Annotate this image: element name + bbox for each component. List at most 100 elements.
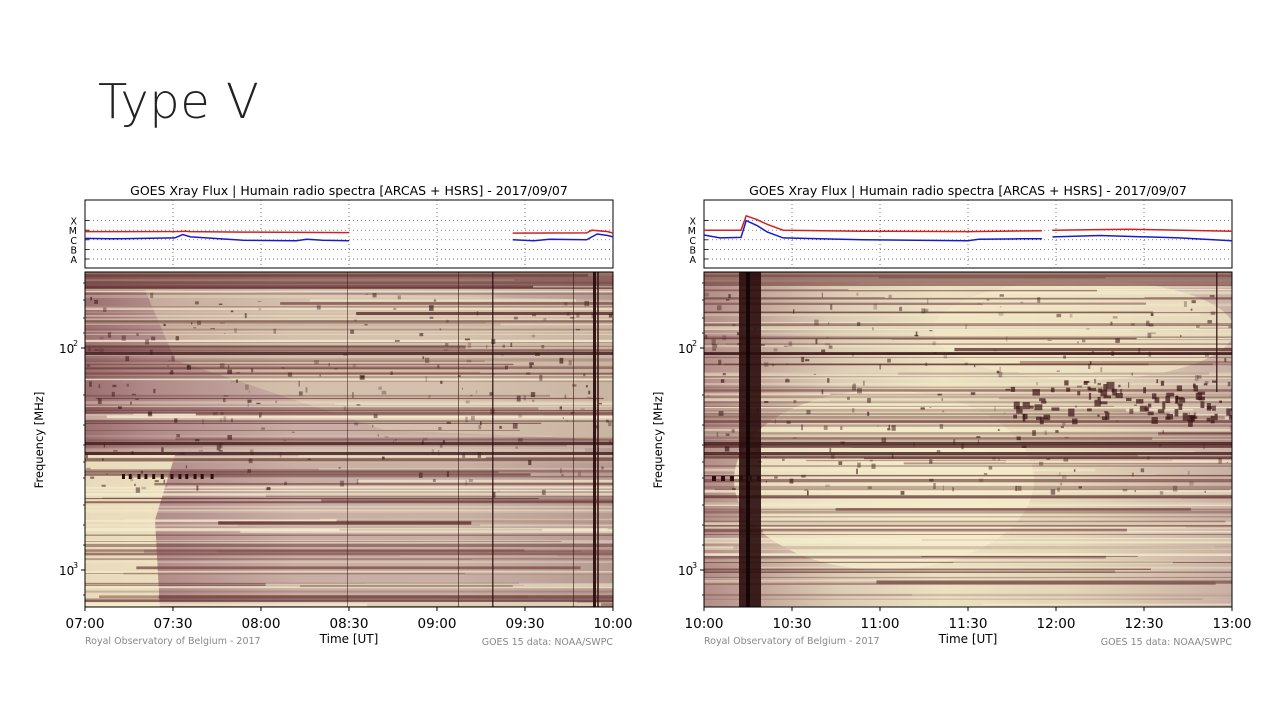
spectrum-speckle <box>234 328 237 334</box>
spectrum-speckle <box>195 439 200 442</box>
spectrum-speckle <box>512 423 518 429</box>
spectrum-band <box>85 528 608 530</box>
spectrum-band <box>85 363 514 366</box>
spectrum-speckle <box>586 396 592 398</box>
spectrum-speckle <box>564 394 567 399</box>
spectrum-band <box>298 454 613 458</box>
spectrum-speckle <box>227 365 230 369</box>
spectrum-band <box>85 411 613 414</box>
spectrum-speckle <box>394 340 400 342</box>
spectrum-band <box>85 422 542 424</box>
spectrum-speckle <box>244 313 247 319</box>
x-tick-label: 07:30 <box>154 616 193 632</box>
spectrum-speckle <box>350 329 355 334</box>
spectrum-band <box>85 342 613 343</box>
spectrum-speckle <box>163 479 166 484</box>
spectrum-speckle <box>576 313 580 318</box>
spectrum-speckle <box>107 332 112 338</box>
spectrum-speckle <box>220 412 224 415</box>
spectrum-speckle <box>150 292 154 298</box>
spectrum-band <box>85 401 613 405</box>
spectrum-band <box>85 586 613 589</box>
spectrum-speckle <box>90 296 93 301</box>
spectrum-speckle <box>564 302 568 306</box>
spectrum-speckle <box>176 434 181 438</box>
spectrum-speckle <box>353 319 357 322</box>
spectrum-speckle <box>429 305 434 311</box>
spectrum-band <box>309 299 577 302</box>
spectrum-burst-dot <box>160 474 164 479</box>
spectrum-band <box>85 456 486 460</box>
spectrum-speckle <box>539 374 543 381</box>
spectrum-band <box>167 484 613 489</box>
spectrum-speckle <box>99 348 104 352</box>
spectrum-speckle <box>190 322 193 325</box>
spectrum-speckle <box>475 390 478 394</box>
spectrum-speckle <box>418 472 423 478</box>
spectrum-band <box>85 505 613 509</box>
spectrum-band-edge <box>85 452 613 455</box>
spectrum-speckle <box>578 471 582 477</box>
flux-series-red <box>85 229 614 234</box>
spectrum-speckle <box>500 353 504 356</box>
spectrum-speckle <box>247 401 249 407</box>
spectrum-speckle <box>259 415 261 418</box>
spectrum-band <box>85 409 613 411</box>
spectrum-speckle <box>461 387 464 390</box>
spectrum-band <box>154 482 613 486</box>
spectrum-speckle <box>251 368 254 373</box>
spectrum-band <box>85 372 613 375</box>
spectrum-band <box>85 469 613 473</box>
spectrum-speckle <box>334 368 338 370</box>
spectrum-band <box>85 473 531 476</box>
spectrum-speckle <box>559 357 564 364</box>
spectrum-speckle <box>121 335 126 341</box>
spectrum-speckle <box>283 439 286 442</box>
spectrum-speckle <box>570 412 573 415</box>
spectrum-speckle <box>130 476 134 482</box>
spectrum-speckle <box>601 466 604 470</box>
spectrum-speckle <box>112 384 117 388</box>
spectrum-speckle <box>393 307 397 310</box>
spectrum-speckle <box>470 415 475 421</box>
spectrum-burst-dot <box>128 474 132 479</box>
chart-title: GOES Xray Flux | Humain radio spectra [A… <box>130 183 568 198</box>
spectrum-speckle <box>131 393 136 396</box>
spectrum-band <box>85 498 539 500</box>
spectrum-band <box>99 595 529 599</box>
spectrum-band <box>85 501 613 504</box>
spectrum-band <box>336 519 613 523</box>
spectrum-band <box>85 448 585 452</box>
spectrum-band <box>85 330 613 333</box>
spectrum-speckle <box>493 491 496 498</box>
flux-class-label: X <box>70 217 77 228</box>
spectrum-speckle <box>193 327 197 329</box>
spectrum-speckle <box>213 412 218 416</box>
spectrum-speckle <box>608 313 612 318</box>
spectrum-speckle <box>111 391 115 397</box>
spectrum-speckle <box>161 447 164 452</box>
spectrum-burst-dot <box>152 474 156 479</box>
spectrum-band <box>299 585 513 588</box>
spectrum-speckle <box>224 332 226 335</box>
spectrum-speckle <box>458 375 461 378</box>
spectrum-speckle <box>328 362 330 367</box>
spectrum-burst-dot <box>137 474 141 479</box>
spectrum-vertical-line <box>347 272 348 607</box>
spectrum-band <box>85 405 613 407</box>
spectrum-speckle <box>526 372 531 375</box>
spectrum-band <box>85 394 550 397</box>
flux-class-label: C <box>70 236 77 247</box>
spectrum-speckle <box>445 343 449 346</box>
spectrum-speckle <box>135 398 139 400</box>
spectrum-vertical-line <box>458 272 459 607</box>
spectrum-speckle <box>85 454 88 459</box>
spectrum-band <box>85 489 613 492</box>
spectrum-speckle <box>446 319 449 323</box>
spectrum-speckle <box>422 440 424 444</box>
spectrum-speckle <box>256 402 261 405</box>
spectrum-speckle <box>372 424 374 428</box>
spectrum-speckle <box>502 344 506 348</box>
spectrum-speckle <box>560 468 562 474</box>
spectrum-speckle <box>425 357 430 364</box>
